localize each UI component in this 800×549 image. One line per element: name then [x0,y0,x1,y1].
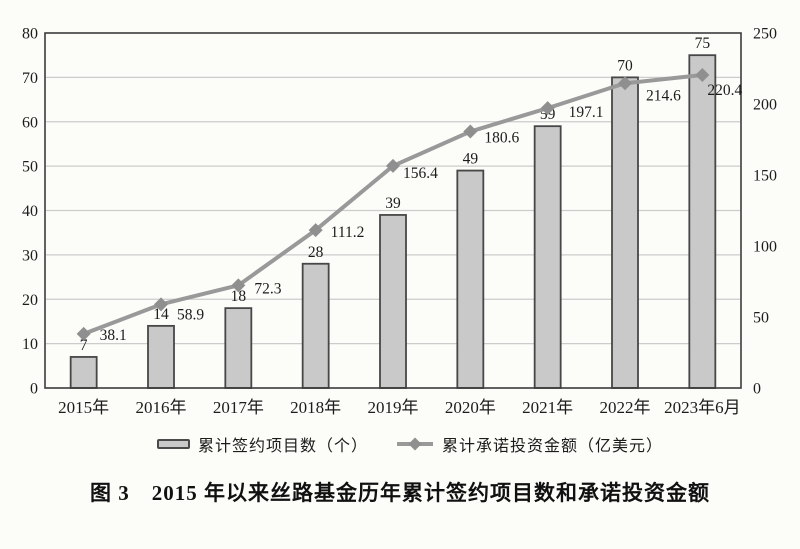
right-axis-tick-label: 0 [753,381,761,398]
x-axis-label: 2016年 [136,398,187,417]
right-axis-tick-label: 50 [753,310,769,327]
diamond-marker-icon [463,124,478,139]
bar [533,125,562,389]
bar-value-label: 18 [231,288,247,305]
left-axis-tick-label: 40 [22,203,38,220]
line-value-label: 111.2 [331,224,365,241]
left-axis-tick-label: 30 [22,247,38,264]
diamond-marker-icon [540,101,555,116]
chart-svg: 8070605040302010025020015010050071418283… [22,26,777,418]
bar [611,76,639,389]
x-axis-label: 2023年6月 [664,398,741,417]
left-axis-tick-label: 70 [22,70,38,87]
bar [688,54,717,389]
diamond-marker-icon [386,158,400,173]
bar [456,169,485,389]
left-axis-tick-label: 80 [22,26,38,43]
diamond-marker-icon [76,326,91,341]
left-axis-tick-label: 10 [22,336,38,353]
bar [224,307,253,389]
legend: 累计签约项目数（个） 累计承诺投资金额（亿美元） [10,432,800,456]
right-axis-tick-label: 200 [753,97,777,114]
x-axis-label: 2019年 [368,398,419,417]
line-value-label: 214.6 [646,87,681,104]
line-legend-swatch-icon [397,437,433,451]
left-axis-tick-label: 0 [30,381,38,398]
figure-title: 图 3 2015 年以来丝路基金历年累计签约项目数和承诺投资金额 [90,481,710,505]
bar [147,324,175,389]
bar-value-label: 70 [617,57,633,74]
x-axis-label: 2015年 [58,398,109,417]
diamond-marker-icon [695,68,710,83]
bar [301,262,330,389]
bar-value-label: 39 [385,195,401,212]
bar-value-label: 49 [463,151,479,168]
bar-legend-swatch-icon [156,439,190,449]
line-legend-label: 累计承诺投资金额（亿美元） [442,438,664,455]
legend-item-line: 累计承诺投资金额（亿美元） [396,432,663,456]
right-axis-tick-label: 100 [753,239,777,256]
plot-border [44,32,742,389]
bar-value-label: 14 [153,306,169,323]
bar-value-label: 7 [80,337,88,354]
x-axis-label: 2020年 [445,398,496,417]
x-axis-label: 2022年 [600,398,651,417]
x-axis-label: 2021年 [522,398,573,417]
right-axis-tick-label: 150 [753,168,777,185]
line-value-label: 180.6 [484,130,519,147]
x-axis-label: 2018年 [290,398,341,417]
line-value-label: 38.1 [100,327,127,344]
line-value-label: 156.4 [403,165,438,182]
right-axis-tick-label: 250 [753,26,777,43]
diamond-marker-icon [308,223,323,238]
bar [379,214,407,389]
left-axis-tick-label: 60 [22,114,38,131]
legend-item-bars: 累计签约项目数（个） [156,432,368,456]
line-value-label: 72.3 [254,280,281,297]
left-axis-tick-label: 50 [22,159,38,176]
line-value-label: 220.4 [707,82,742,99]
bar-legend-label: 累计签约项目数（个） [197,438,368,455]
diamond-marker-icon [618,76,632,91]
bar-value-label: 75 [695,35,711,52]
diamond-marker-icon [231,278,246,293]
bar-value-label: 28 [308,244,324,261]
left-axis-tick-label: 20 [22,292,38,309]
diamond-marker-icon [154,297,168,312]
line-value-label: 197.1 [569,104,604,121]
x-axis-label: 2017年 [213,398,264,417]
bar [69,356,98,389]
line-value-label: 58.9 [177,306,204,323]
